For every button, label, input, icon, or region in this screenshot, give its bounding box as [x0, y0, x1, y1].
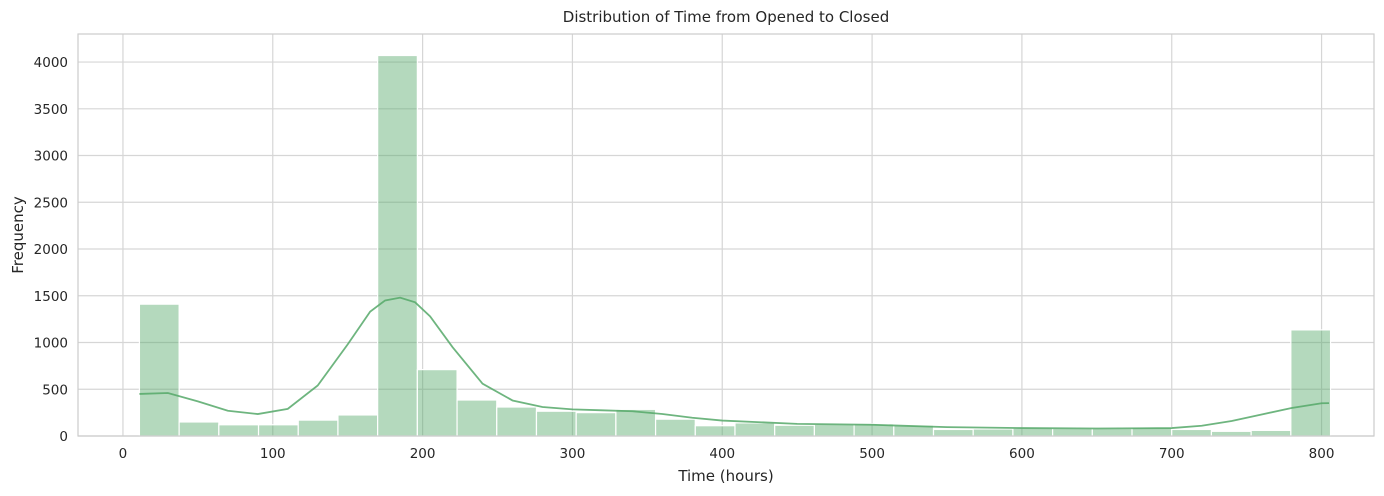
- histogram-bar: [218, 424, 260, 437]
- histogram-bar: [1012, 427, 1054, 437]
- plot-frame: [77, 33, 1375, 437]
- y-tick-label: 0: [59, 429, 68, 445]
- x-tick-label: 400: [709, 446, 735, 462]
- y-tick-label: 4000: [34, 55, 68, 71]
- histogram-bar: [575, 412, 617, 437]
- y-tick-label: 2500: [34, 195, 68, 211]
- y-tick-label: 2000: [34, 242, 68, 258]
- histogram-bar: [932, 428, 974, 437]
- histogram-bar: [734, 422, 776, 437]
- histogram-bar: [535, 410, 577, 437]
- histogram-bar: [456, 399, 498, 437]
- histogram-bar: [377, 54, 418, 437]
- x-tick-label: 500: [859, 446, 885, 462]
- histogram-bar: [1171, 428, 1213, 437]
- x-tick-label: 600: [1009, 446, 1035, 462]
- x-tick-label: 100: [260, 446, 286, 462]
- y-tick-label: 500: [42, 382, 68, 398]
- histogram-bar: [416, 369, 458, 437]
- histogram-bar: [1052, 427, 1093, 437]
- histogram-bar: [138, 303, 180, 437]
- histogram-bar: [813, 423, 855, 437]
- y-tick-label: 3500: [34, 102, 68, 118]
- histogram-bar: [297, 419, 339, 437]
- histogram-bar: [257, 424, 299, 437]
- x-axis-label: Time (hours): [677, 467, 773, 485]
- histogram-bar: [1210, 430, 1252, 437]
- y-axis-ticks: 0 500 1000 1500 2000 2500 3000 3500 4000: [34, 55, 68, 445]
- histogram-bar: [1250, 429, 1292, 437]
- histogram-bar: [1091, 427, 1133, 437]
- kde-curve: [139, 296, 1330, 430]
- histogram-bar: [774, 424, 815, 437]
- histogram-bars: [138, 54, 1332, 437]
- x-tick-label: 200: [410, 446, 436, 462]
- x-axis-ticks: 0 100 200 300 400 500 600 700 800: [119, 446, 1335, 462]
- y-tick-label: 1500: [34, 289, 68, 305]
- histogram-bar: [694, 425, 736, 437]
- grid-lines: [78, 34, 1374, 437]
- x-tick-label: 300: [560, 446, 586, 462]
- y-axis-label: Frequency: [9, 196, 27, 274]
- histogram-bar: [496, 406, 538, 437]
- histogram-bar: [337, 414, 379, 437]
- chart-title: Distribution of Time from Opened to Clos…: [563, 8, 889, 26]
- y-tick-label: 3000: [34, 149, 68, 165]
- histogram-bar: [1290, 329, 1332, 437]
- x-tick-label: 700: [1159, 446, 1185, 462]
- histogram-bar: [972, 428, 1014, 437]
- x-tick-label: 800: [1309, 446, 1335, 462]
- histogram-bar: [178, 421, 220, 437]
- y-tick-label: 1000: [34, 336, 68, 352]
- x-tick-label: 0: [119, 446, 128, 462]
- histogram-bar: [654, 418, 696, 437]
